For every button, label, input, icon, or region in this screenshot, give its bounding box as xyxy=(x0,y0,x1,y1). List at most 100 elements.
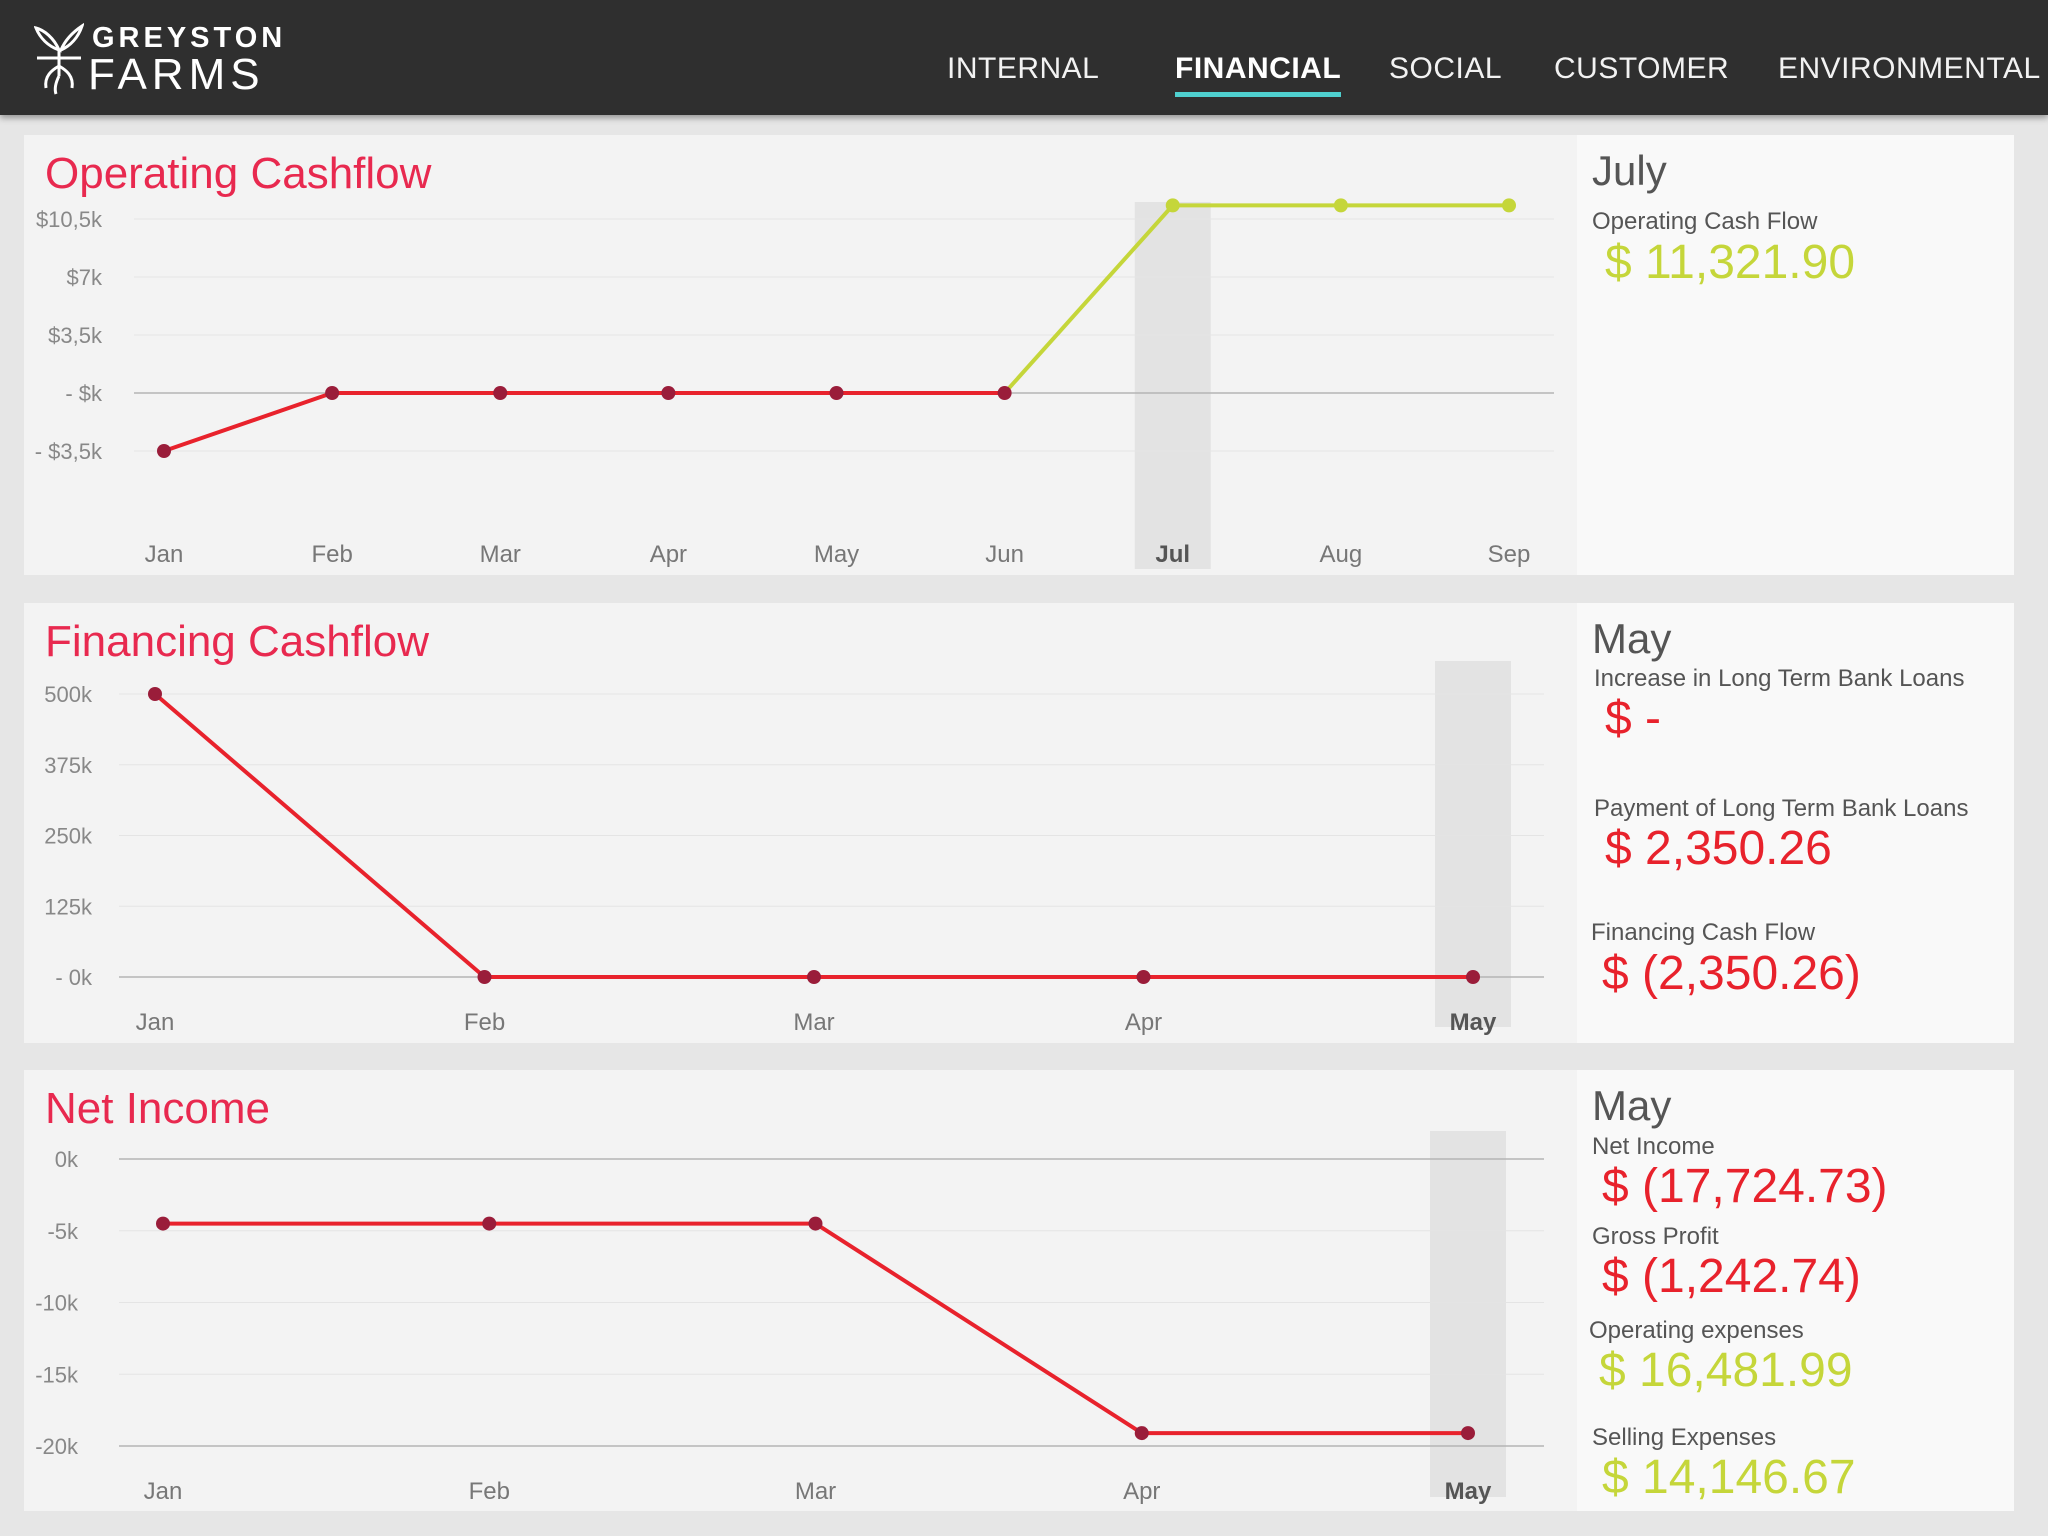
active-tab-indicator xyxy=(1175,92,1342,97)
data-point-mar[interactable] xyxy=(808,1216,823,1231)
series-line-segment xyxy=(813,1221,1144,1436)
operating-cashflow-summary: July Operating Cash Flow $ 11,321.90 xyxy=(1577,135,2014,575)
series-line-segment xyxy=(153,692,487,979)
y-tick-label: 250k xyxy=(44,824,93,849)
x-tick-label-jul: Jul xyxy=(1155,541,1190,568)
selling-expenses-label: Selling Expenses xyxy=(1592,1424,1777,1451)
brand-name-line1: GREYSTON xyxy=(92,22,287,54)
y-tick-label: 500k xyxy=(44,682,93,707)
selling-expenses-value: $ 14,146.67 xyxy=(1602,1451,1856,1504)
data-point-jan[interactable] xyxy=(156,1216,170,1231)
data-point-feb[interactable] xyxy=(325,386,340,400)
highlight-band-jul xyxy=(1134,202,1211,569)
gross-profit-value: $ (1,242.74) xyxy=(1602,1250,1861,1303)
nav-tab-financial-label: FINANCIAL xyxy=(1175,52,1342,85)
payment-long-term-loans-value: $ 2,350.26 xyxy=(1605,822,1832,875)
data-point-may[interactable] xyxy=(1466,970,1480,984)
y-tick-label: 125k xyxy=(44,894,93,919)
payment-long-term-loans-label: Payment of Long Term Bank Loans xyxy=(1594,795,1969,822)
data-point-jun[interactable] xyxy=(997,386,1012,400)
x-tick-label-jan: Jan xyxy=(136,1009,175,1036)
series-line-segment xyxy=(1002,203,1175,395)
nav-tab-customer[interactable]: CUSTOMER xyxy=(1554,52,1730,85)
brand-logo[interactable]: GREYSTON FARMS xyxy=(34,18,282,99)
data-point-jan[interactable] xyxy=(148,687,162,701)
y-tick-label: $3,5k xyxy=(48,323,103,348)
operating-cash-flow-value: $ 11,321.90 xyxy=(1605,236,1856,289)
financing-cash-flow-label: Financing Cash Flow xyxy=(1591,919,1816,946)
financing-cashflow-chart: 500k 375k 250k 125k - 0k Jan Feb Mar Apr May xyxy=(44,661,1544,1036)
operating-expenses-value: $ 16,481.99 xyxy=(1599,1344,1853,1397)
data-point-jan[interactable] xyxy=(157,444,171,458)
y-tick-label: -20k xyxy=(35,1434,79,1459)
operating-cashflow-panel: Operating Cashflow $10,5k $7k $3,5k - $k - $… xyxy=(24,135,2014,575)
sprout-icon xyxy=(34,22,84,95)
x-tick-label-apr: Apr xyxy=(1125,1009,1162,1036)
x-tick-label-mar: Mar xyxy=(795,1478,836,1505)
summary-month: May xyxy=(1592,1082,1672,1129)
financing-cash-flow-value: $ (2,350.26) xyxy=(1602,947,1861,1000)
data-point-apr[interactable] xyxy=(1136,970,1151,984)
net-income-value: $ (17,724.73) xyxy=(1602,1160,1888,1213)
net-income-summary: May Net Income $ (17,724.73) Gross Profi… xyxy=(1577,1070,2014,1511)
x-tick-label-feb: Feb xyxy=(469,1478,510,1505)
x-tick-label-jun: Jun xyxy=(985,541,1024,568)
operating-cashflow-title: Operating Cashflow xyxy=(45,149,432,198)
top-navigation-bar: GREYSTON FARMS INTERNAL FINANCIAL SOCIAL… xyxy=(0,0,2048,115)
series-line-segment xyxy=(162,391,335,453)
y-tick-label: -15k xyxy=(35,1362,79,1387)
x-tick-label-may: May xyxy=(814,541,859,568)
financing-cashflow-summary: May Increase in Long Term Bank Loans $ -… xyxy=(1577,603,2014,1043)
x-tick-label-feb: Feb xyxy=(311,541,352,568)
net-income-label: Net Income xyxy=(1592,1133,1715,1160)
y-tick-label: -5k xyxy=(47,1219,79,1244)
brand-name-line2: FARMS xyxy=(88,50,265,99)
x-tick-label-mar: Mar xyxy=(793,1009,834,1036)
data-point-feb[interactable] xyxy=(477,970,492,984)
x-tick-label-mar: Mar xyxy=(480,541,521,568)
y-tick-label: 0k xyxy=(55,1147,79,1172)
x-tick-label-may: May xyxy=(1450,1009,1497,1036)
gross-profit-label: Gross Profit xyxy=(1592,1223,1719,1250)
data-point-sep[interactable] xyxy=(1502,198,1516,213)
x-tick-label-sep: Sep xyxy=(1488,541,1531,568)
data-point-mar[interactable] xyxy=(807,970,821,984)
nav-tab-internal[interactable]: INTERNAL xyxy=(947,52,1100,85)
increase-long-term-loans-label: Increase in Long Term Bank Loans xyxy=(1594,665,1965,692)
nav-tab-environmental[interactable]: ENVIRONMENTAL xyxy=(1778,52,2041,85)
increase-long-term-loans-value: $ - xyxy=(1605,692,1662,745)
net-income-panel: Net Income 0k -5k -10k -15k -20k Jan Feb Mar Apr… xyxy=(24,1070,2014,1511)
data-point-mar[interactable] xyxy=(493,386,508,400)
x-tick-label-aug: Aug xyxy=(1320,541,1363,568)
y-tick-label: - $k xyxy=(65,381,103,406)
data-point-apr[interactable] xyxy=(661,386,676,400)
data-point-jul[interactable] xyxy=(1165,198,1180,213)
y-tick-label: $7k xyxy=(67,265,103,290)
y-tick-label: -10k xyxy=(35,1291,79,1316)
operating-expenses-label: Operating expenses xyxy=(1589,1317,1804,1344)
summary-month: May xyxy=(1592,615,1672,662)
data-point-feb[interactable] xyxy=(482,1216,497,1231)
highlight-band-may xyxy=(1435,661,1511,1027)
x-tick-label-jan: Jan xyxy=(144,1478,183,1505)
x-tick-label-apr: Apr xyxy=(650,541,687,568)
y-tick-label: - 0k xyxy=(55,965,93,990)
financing-cashflow-panel: Financing Cashflow 500k 375k 250k 125k - 0k J… xyxy=(24,603,2014,1043)
y-tick-label: - $3,5k xyxy=(35,439,103,464)
y-tick-label: $10,5k xyxy=(36,207,103,232)
financing-cashflow-title: Financing Cashflow xyxy=(45,617,429,666)
x-tick-label-apr: Apr xyxy=(1123,1478,1160,1505)
nav-tab-social[interactable]: SOCIAL xyxy=(1389,52,1503,85)
net-income-title: Net Income xyxy=(45,1084,270,1133)
net-income-chart: 0k -5k -10k -15k -20k Jan Feb Mar Apr May xyxy=(35,1131,1544,1505)
operating-cash-flow-label: Operating Cash Flow xyxy=(1592,208,1818,235)
data-point-may[interactable] xyxy=(829,386,844,400)
summary-month: July xyxy=(1592,147,1667,194)
data-point-apr[interactable] xyxy=(1134,1426,1149,1441)
data-point-aug[interactable] xyxy=(1333,198,1348,213)
operating-cashflow-chart: $10,5k $7k $3,5k - $k - $3,5k Jan Feb Mar Apr May… xyxy=(35,198,1554,569)
nav-tab-financial[interactable]: FINANCIAL xyxy=(1175,52,1342,97)
data-point-may[interactable] xyxy=(1461,1426,1475,1441)
x-tick-label-may: May xyxy=(1445,1478,1492,1505)
y-tick-label: 375k xyxy=(44,753,93,778)
